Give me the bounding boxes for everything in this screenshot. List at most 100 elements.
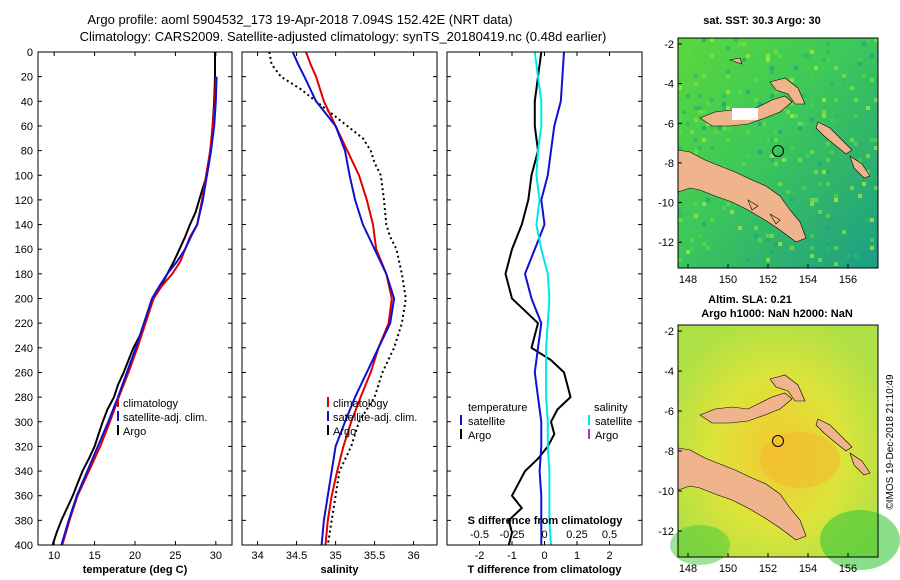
sst-speckle-cell: [702, 74, 706, 78]
sst-speckle-cell: [778, 242, 782, 246]
sst-speckle-cell: [678, 214, 682, 218]
sla-argo-marker: [772, 435, 784, 447]
sla-map-low-2: [670, 525, 730, 565]
sst-speckle-cell: [766, 54, 770, 58]
sst-speckle-cell: [786, 190, 790, 194]
sst-speckle-cell: [790, 182, 794, 186]
sst-speckle-cell: [706, 246, 710, 250]
sst-speckle-cell: [826, 170, 830, 174]
sst-speckle-cell: [754, 226, 758, 230]
sst-speckle-cell: [706, 122, 710, 126]
sst-speckle-cell: [722, 126, 726, 130]
sal-frame: [241, 51, 438, 546]
temperature-panel: 0 20 40 60 80 100 120 140 160 180 200 220 240 260 280 3…: [15, 47, 233, 576]
sst-speckle-cell: [766, 58, 770, 62]
sst-speckle-cell: [766, 234, 770, 238]
sla-ytick-label: -10: [658, 486, 674, 498]
diff-legend-temperature-label: satellite: [468, 416, 505, 428]
sst-speckle-cell: [874, 186, 878, 190]
sst-ytick-label: -4: [664, 79, 674, 91]
temp-series-argo: [51, 52, 216, 546]
sst-speckle-cell: [702, 242, 706, 246]
sst-speckle-cell: [846, 254, 850, 258]
sst-speckle-cell: [694, 118, 698, 122]
depth-tick-label: 40: [21, 96, 33, 108]
figure-title-line2: Climatology: CARS2009. Satellite-adjuste…: [80, 29, 607, 44]
sst-speckle-cell: [850, 86, 854, 90]
sst-speckle-cell: [702, 126, 706, 130]
diff-top-xtick-label: 0: [541, 529, 547, 541]
sst-speckle-cell: [850, 186, 854, 190]
sst-speckle-cell: [710, 38, 714, 42]
sst-speckle-cell: [774, 138, 778, 142]
temp-legend-label: climatology: [123, 398, 179, 410]
sst-speckle-cell: [870, 138, 874, 142]
sst-speckle-cell: [826, 50, 830, 54]
sst-speckle-cell: [770, 154, 774, 158]
sst-speckle-cell: [842, 78, 846, 82]
sst-speckle-cell: [854, 114, 858, 118]
sst-speckle-cell: [766, 238, 770, 242]
sst-ytick-label: -10: [658, 198, 674, 210]
sst-land-islands: [728, 57, 781, 225]
sst-speckle-cell: [710, 54, 714, 58]
sst-speckle-cell: [754, 78, 758, 82]
sst-speckle-cell: [678, 86, 682, 90]
sst-ytick-label: -12: [658, 237, 674, 249]
depth-tick-label: 120: [15, 195, 33, 207]
sst-speckle-cell: [874, 146, 878, 150]
temp-series-satellite-adj-clim-: [60, 76, 218, 546]
sst-speckle-cell: [774, 130, 778, 134]
sst-speckle-cell: [706, 198, 710, 202]
sst-speckle-cell: [826, 142, 830, 146]
sst-speckle-cell: [678, 218, 682, 222]
sst-speckle-cell: [810, 198, 814, 202]
sla-map: [670, 324, 900, 570]
sla-xtick-label: 152: [759, 563, 777, 575]
sst-speckle-cell: [726, 138, 730, 142]
sst-speckle-cell: [690, 130, 694, 134]
sst-speckle-cell: [830, 150, 834, 154]
sst-speckle-cell: [802, 54, 806, 58]
diff-legend-salinity-label: Argo: [595, 430, 618, 442]
sst-speckle-cell: [794, 66, 798, 70]
sst-speckle-cell: [770, 70, 774, 74]
sst-speckle-cell: [742, 162, 746, 166]
sst-speckle-cell: [694, 42, 698, 46]
sst-speckle-cell: [678, 130, 682, 134]
sst-speckle-cell: [818, 258, 822, 262]
depth-tick-label: 240: [15, 343, 33, 355]
sst-speckle-cell: [702, 38, 706, 42]
sst-speckle-cell: [746, 258, 750, 262]
sst-speckle-cell: [774, 50, 778, 54]
sst-xtick-label: 152: [759, 274, 777, 286]
sst-speckle-cell: [806, 54, 810, 58]
sst-speckle-cell: [758, 238, 762, 242]
sst-speckle-cell: [802, 94, 806, 98]
diff-xlabel: T difference from climatology: [467, 564, 622, 576]
sst-speckle-cell: [866, 106, 870, 110]
sst-speckle-cell: [798, 126, 802, 130]
sst-speckle-cell: [834, 262, 838, 266]
sla-land-png-main: [677, 447, 807, 541]
sla-ytick-label: -6: [664, 406, 674, 418]
sst-speckle-cell: [726, 46, 730, 50]
sst-speckle-cell: [826, 226, 830, 230]
diff-top-xtick-label: 0.25: [566, 529, 587, 541]
temp-frame: [37, 51, 233, 546]
sst-speckle-cell: [810, 50, 814, 54]
sst-speckle-cell: [678, 258, 682, 262]
sst-speckle-cell: [726, 74, 730, 78]
sst-speckle-cell: [818, 162, 822, 166]
sst-speckle-cell: [858, 58, 862, 62]
sst-map-title: sat. SST: 30.3 Argo: 30: [703, 15, 821, 27]
sst-speckle-cell: [874, 230, 878, 234]
sst-speckle-cell: [722, 206, 726, 210]
diff-legend-salinity-title: salinity: [594, 402, 628, 414]
sst-speckle-cell: [746, 130, 750, 134]
sla-xtick-label: 148: [679, 563, 697, 575]
sst-speckle-cell: [702, 62, 706, 66]
sst-speckle-cell: [810, 150, 814, 154]
depth-tick-label: 340: [15, 466, 33, 478]
sst-speckle-cell: [822, 110, 826, 114]
